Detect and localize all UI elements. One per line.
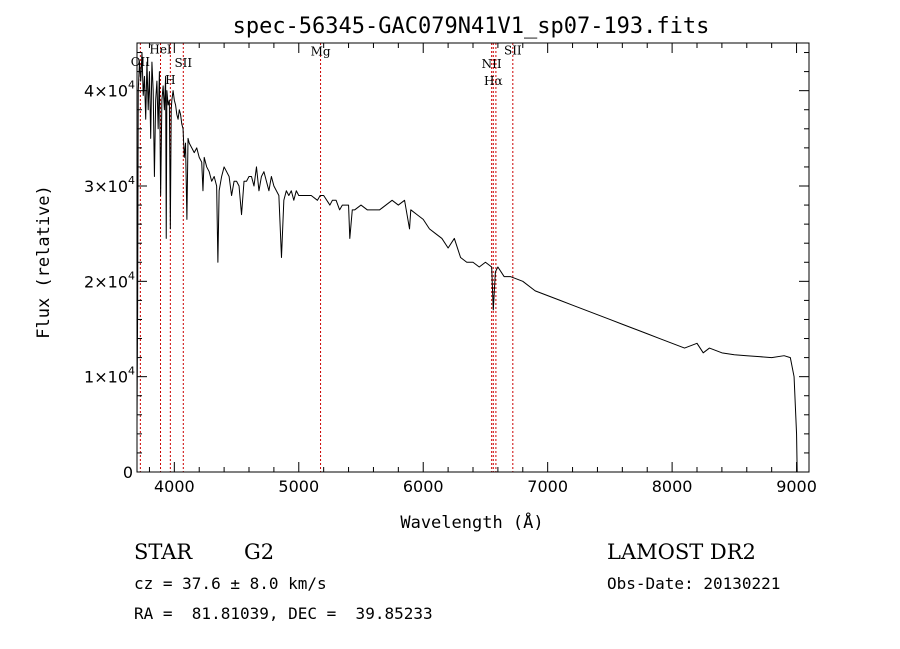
marker-label-3: SII [174, 56, 192, 70]
survey-name: LAMOST DR2 [607, 540, 756, 564]
x-axis-ticks: 4000 5000 6000 7000 8000 9000 [148, 43, 817, 496]
object-class: STAR [134, 540, 193, 564]
marker-label-2: H [165, 73, 175, 87]
chart-title: spec-56345-GAC079N41V1_sp07-193.fits [233, 14, 710, 39]
x-axis-label: Wavelength (Å) [400, 511, 543, 533]
redshift-text: cz = 37.6 ± 8.0 km/s [134, 574, 327, 593]
x-tick-label-2: 6000 [403, 477, 444, 496]
x-tick-label-0: 4000 [154, 477, 195, 496]
spectrum-plot [136, 52, 798, 473]
x-tick-label-4: 8000 [652, 477, 693, 496]
plot-frame [136, 42, 810, 473]
x-tick-label-5: 9000 [776, 477, 817, 496]
marker-label-5: NII [482, 57, 502, 71]
object-subclass: G2 [244, 540, 274, 564]
y-tick-label-4: 4×104 [84, 79, 135, 101]
spectrum-line-0 [136, 52, 798, 473]
y-tick-label-1: 1×104 [84, 365, 135, 387]
x-tick-label-1: 5000 [278, 477, 319, 496]
marker-label-8: SII [504, 43, 522, 57]
marker-label-1: HeI [149, 42, 172, 56]
x-tick-label-3: 7000 [527, 477, 568, 496]
y-axis-label: Flux (relative) [34, 185, 54, 339]
y-tick-label-3: 3×104 [84, 174, 135, 196]
y-tick-label-0: 0 [123, 463, 133, 482]
obs-date: Obs-Date: 20130221 [607, 574, 780, 593]
marker-label-6: Hα [484, 74, 503, 88]
y-axis-ticks: 0 1×104 2×104 3×104 4×104 [84, 52, 809, 482]
marker-label-4: Mg [311, 44, 331, 58]
y-tick-label-2: 2×104 [84, 269, 135, 291]
coordinates: RA = 81.81039, DEC = 39.85233 [134, 604, 433, 623]
marker-label-0: OII [131, 55, 151, 69]
